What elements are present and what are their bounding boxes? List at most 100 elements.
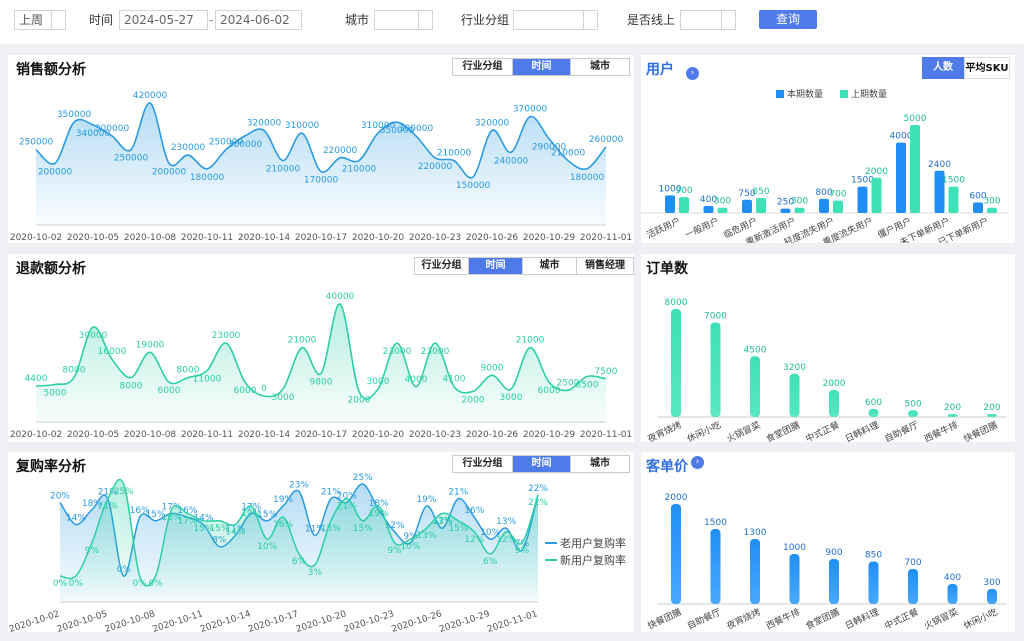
bar [710,529,721,604]
bar [789,373,800,417]
data-label: 850 [865,551,882,561]
orders-panel: 订单数 8000 夜宵烧烤 7000 休闲小吃 4500 火锅冒菜 3200 食堂团膳 2000… [641,254,1015,442]
x-tick-label: 2020-10-29 [438,609,491,632]
tab-sales-manager[interactable]: 销售经理 [577,258,633,274]
tab-time[interactable]: 时间 [513,59,571,75]
data-label: 14% [193,513,213,523]
x-tick-label: 日韩料理 [843,419,881,442]
x-tick-label: 中式正餐 [883,606,921,632]
data-label: 5000 [44,389,67,399]
series-line [35,102,607,179]
data-label: 9% [515,546,530,556]
bar [910,125,920,213]
sales-tabs: 行业分组 时间 城市 [452,58,630,76]
data-label: 1000 [783,543,806,553]
data-label: 2000 [665,493,688,503]
repurchase-title: 复购率分析 [16,459,86,475]
tab-city[interactable]: 城市 [571,456,629,472]
online-label: 是否线上 [627,13,676,27]
data-label: 340000 [76,129,111,139]
data-label: 4000 [890,132,913,142]
data-label: 8000 [665,298,688,308]
tab-time[interactable]: 时间 [469,258,523,274]
data-label: 250000 [114,154,149,164]
bar [896,142,906,213]
data-label: 1000 [659,184,682,194]
data-label: 13% [416,531,436,541]
bar [794,207,805,213]
tab-industry[interactable]: 行业分组 [415,258,469,274]
data-label: 310000 [361,121,396,131]
data-label: 15% [146,510,166,520]
data-label: 16% [130,506,150,516]
x-tick-label: 休闲小吃 [962,606,1000,632]
tab-industry[interactable]: 行业分组 [453,59,513,75]
x-tick-label: 2020-10-26 [466,430,519,440]
tab-industry[interactable]: 行业分组 [453,456,513,472]
data-label: 15% [193,524,213,534]
tab-city[interactable]: 城市 [571,59,629,75]
chevron-right-icon[interactable]: › [691,456,704,469]
x-tick-label: 活跃用户 [645,215,683,241]
data-label: 14% [66,513,86,523]
data-label: 900 [825,548,842,558]
tab-avg-sku[interactable]: 平均SKU [964,57,1010,79]
data-label: 350000 [380,126,415,136]
x-tick-label: 2020-10-11 [151,609,204,632]
tab-time[interactable]: 时间 [513,456,571,472]
data-label: 21000 [288,336,317,346]
data-label: 10% [480,528,500,538]
tab-city[interactable]: 城市 [523,258,577,274]
x-tick-label: 2020-10-17 [295,430,347,440]
period-select[interactable]: 上周 [14,10,66,30]
bar [947,584,958,604]
date-start-input[interactable]: 2024-05-27 [119,10,208,30]
data-label: 220000 [323,146,358,156]
legend-label: 本期数量 [787,88,823,100]
time-label: 时间 [89,13,114,27]
x-tick-label: 2020-10-08 [124,233,177,243]
data-label: 850 [752,187,769,197]
data-label: 14% [225,527,245,537]
refund-tabs: 行业分组 时间 城市 销售经理 [414,257,634,275]
data-label: 18% [369,499,389,509]
data-label: 22% [528,484,548,494]
date-end-input[interactable]: 2024-06-02 [215,10,302,30]
data-label: 200000 [152,167,187,177]
orders-title: 订单数 [646,261,688,277]
x-tick-label: 2020-10-20 [295,609,348,632]
query-button[interactable]: 查询 [759,10,817,29]
data-label: 260000 [589,135,624,145]
data-label: 40000 [326,292,355,302]
data-label: 20% [50,491,70,501]
x-tick-label: 火锅冒菜 [725,419,763,442]
data-label: 750 [738,189,755,199]
data-label: 700 [829,190,846,200]
data-label: 2000 [865,167,888,177]
data-label: 19% [273,495,293,505]
bar [868,561,879,604]
data-label: 600 [969,191,986,201]
industry-label: 行业分组 [461,13,510,27]
tab-count[interactable]: 人数 [922,57,964,79]
x-tick-label: 2020-10-17 [247,609,300,632]
bar [908,569,918,604]
x-tick-label: 2020-10-02 [10,430,62,440]
data-label: 20% [337,491,357,501]
city-select[interactable] [374,10,433,30]
data-label: 4500 [744,345,767,355]
bar [750,539,760,604]
chevron-right-icon[interactable]: › [686,67,699,80]
data-label: 300000 [399,124,434,134]
x-tick-label: 2020-10-23 [409,430,461,440]
bar [829,559,839,604]
data-label: 11000 [193,375,222,385]
industry-select[interactable] [513,10,598,30]
data-label: 240000 [494,156,529,166]
x-tick-label: 2020-10-11 [181,233,233,243]
data-label: 23000 [421,347,450,357]
series-line [35,303,607,400]
online-select[interactable] [680,10,736,30]
data-label: 21% [321,488,341,498]
data-label: 23000 [383,347,412,357]
